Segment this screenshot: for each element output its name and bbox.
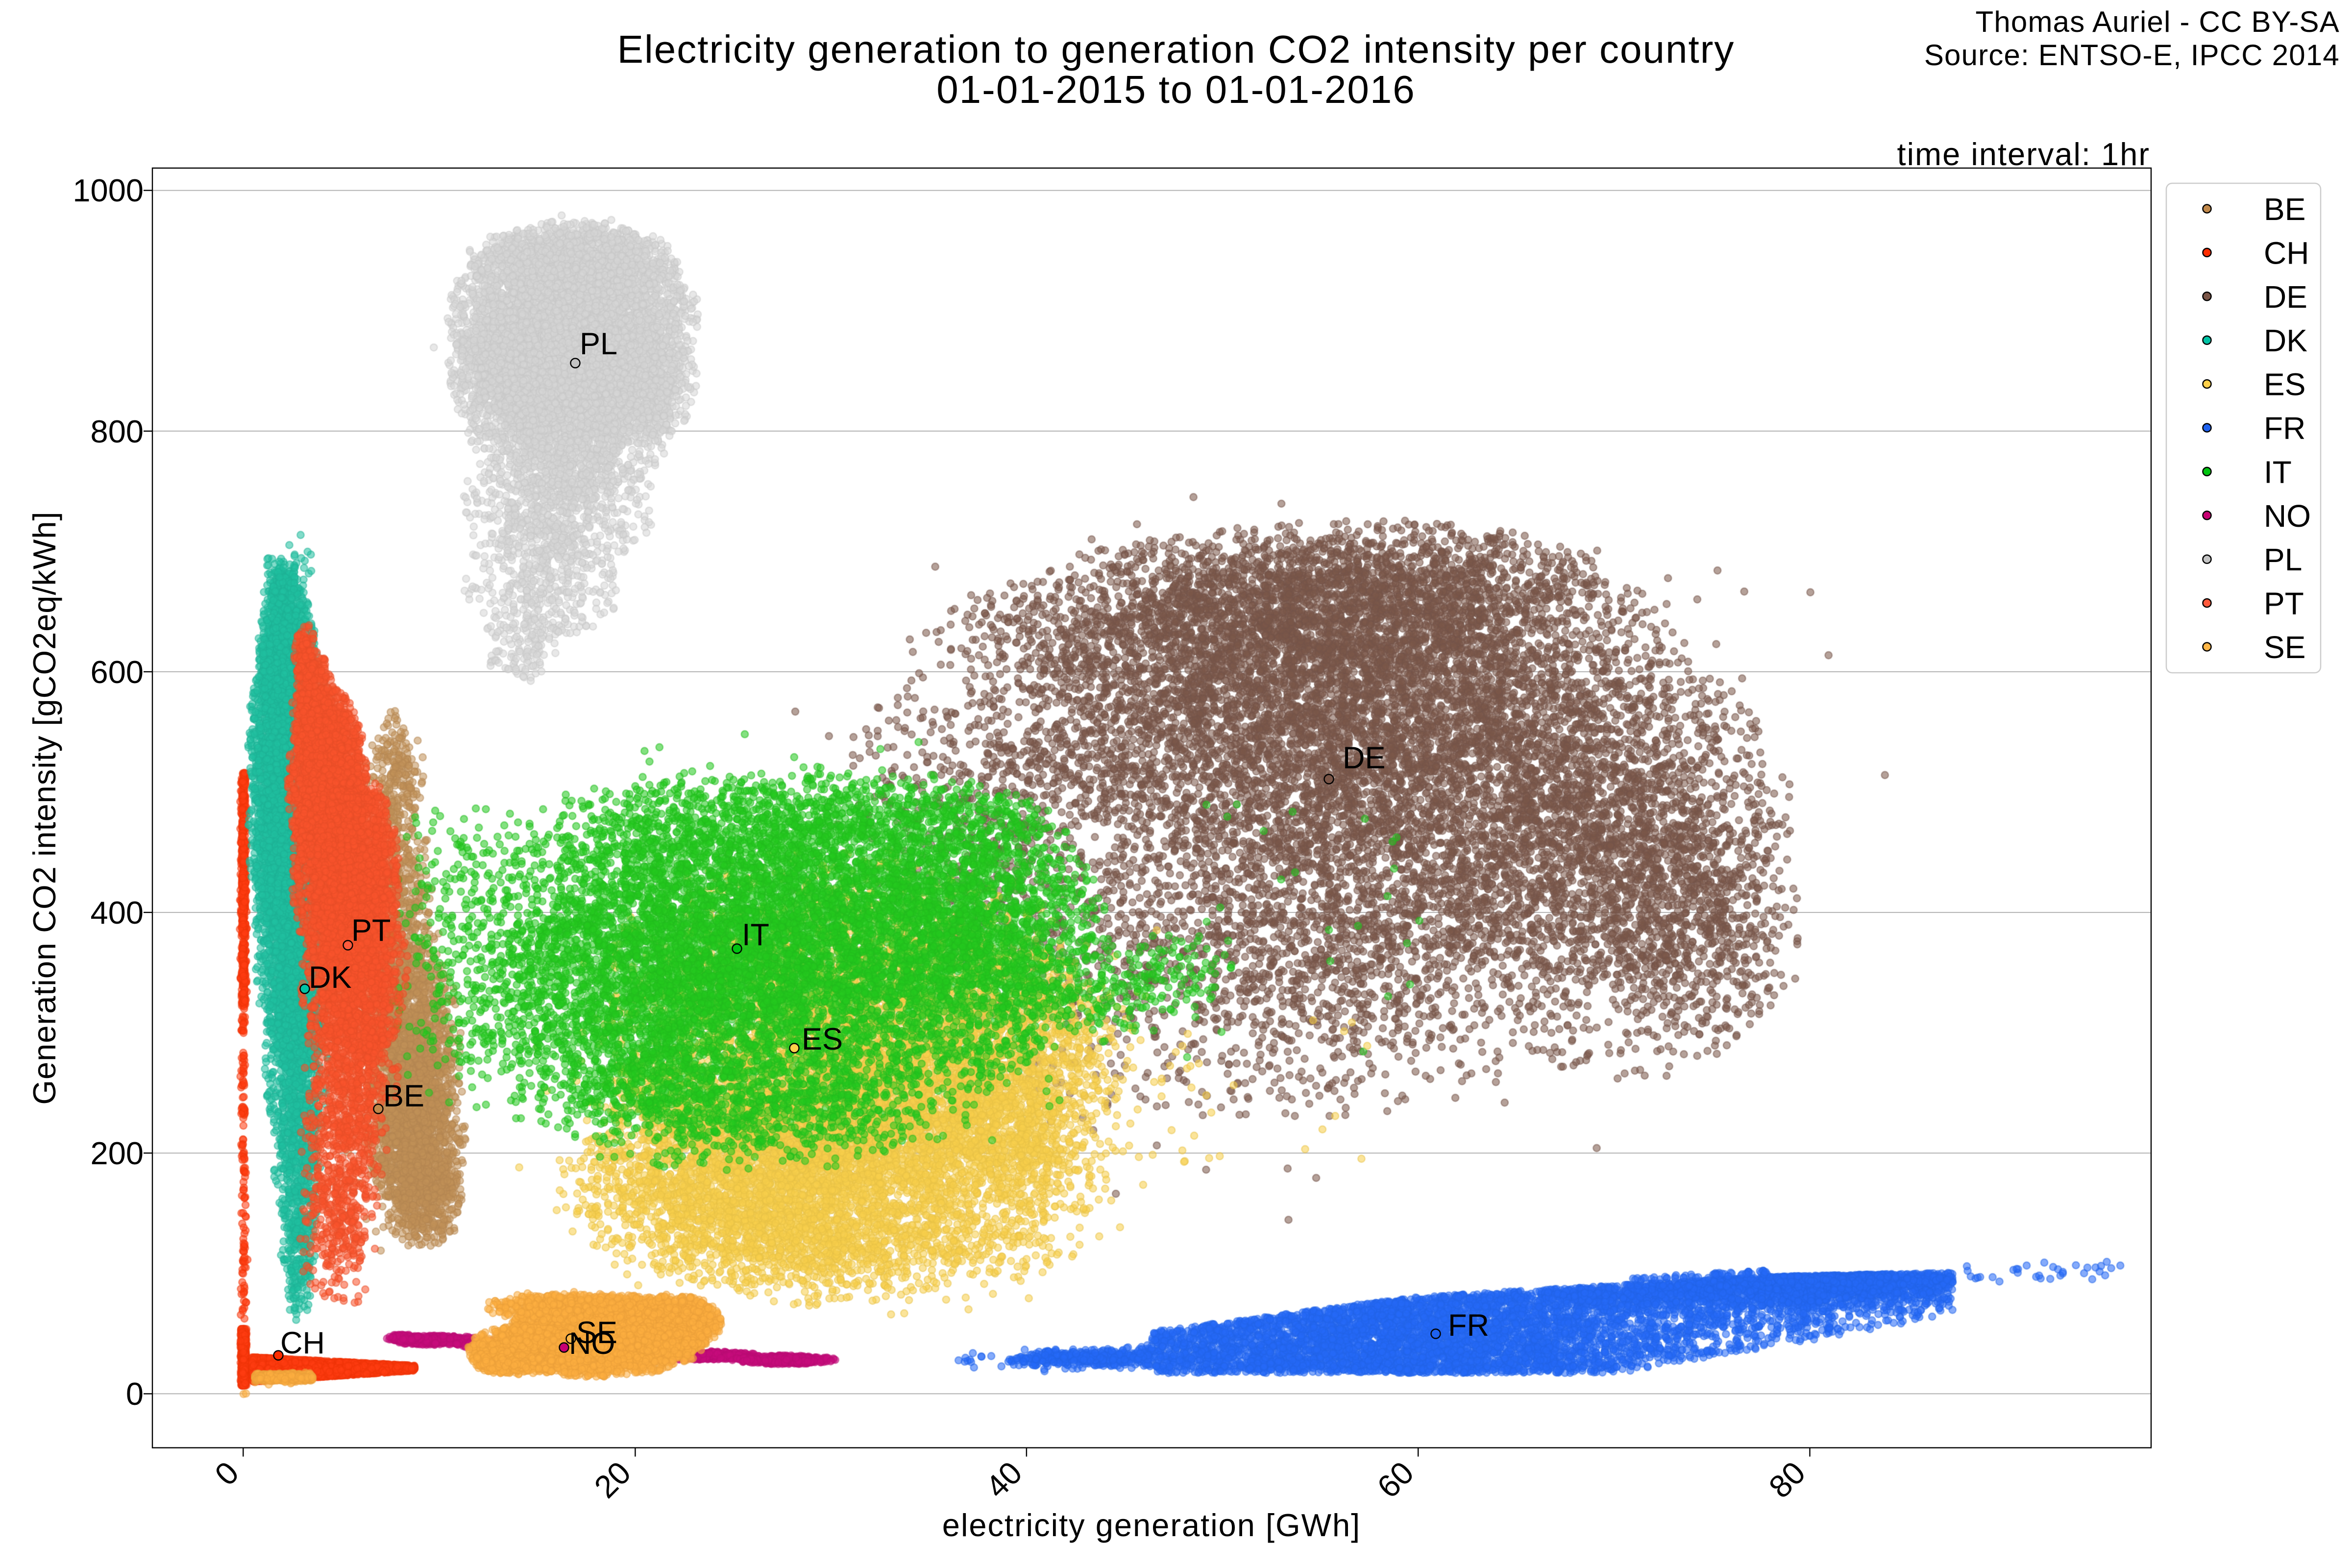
svg-text:800: 800 xyxy=(91,414,144,449)
svg-text:IT: IT xyxy=(742,918,769,952)
svg-text:Electricity generation to gene: Electricity generation to generation CO2… xyxy=(617,27,1735,71)
svg-text:PT: PT xyxy=(351,913,391,948)
svg-text:ES: ES xyxy=(2264,367,2305,402)
svg-text:FR: FR xyxy=(1448,1308,1489,1343)
svg-text:0: 0 xyxy=(208,1454,245,1492)
svg-text:01-01-2015 to 01-01-2016: 01-01-2015 to 01-01-2016 xyxy=(936,68,1416,111)
svg-text:20: 20 xyxy=(588,1454,638,1505)
svg-text:DE: DE xyxy=(2264,279,2307,315)
svg-text:Source: ENTSO-E, IPCC 2014: Source: ENTSO-E, IPCC 2014 xyxy=(1924,39,2340,72)
svg-text:40: 40 xyxy=(979,1454,1029,1505)
svg-text:PT: PT xyxy=(2264,586,2304,621)
svg-text:1000: 1000 xyxy=(73,172,144,208)
svg-text:Thomas Auriel - CC BY-SA: Thomas Auriel - CC BY-SA xyxy=(1976,5,2340,38)
svg-text:Generation CO2 intensity [gCO2: Generation CO2 intensity [gCO2eq/kWh] xyxy=(26,511,62,1104)
svg-text:80: 80 xyxy=(1762,1454,1813,1505)
svg-text:CH: CH xyxy=(280,1326,325,1360)
svg-text:DE: DE xyxy=(1343,741,1386,775)
svg-text:400: 400 xyxy=(91,895,144,931)
svg-text:DK: DK xyxy=(309,960,352,995)
svg-text:IT: IT xyxy=(2264,454,2292,490)
svg-text:PL: PL xyxy=(580,327,617,361)
svg-text:BE: BE xyxy=(2264,192,2305,227)
svg-text:DK: DK xyxy=(2264,323,2307,358)
svg-text:NO: NO xyxy=(2264,498,2311,534)
svg-text:FR: FR xyxy=(2264,411,2305,446)
svg-text:SE: SE xyxy=(576,1316,617,1350)
svg-text:SE: SE xyxy=(2264,630,2305,665)
svg-text:PL: PL xyxy=(2264,542,2302,577)
svg-text:BE: BE xyxy=(383,1079,424,1113)
svg-text:electricity generation [GWh]: electricity generation [GWh] xyxy=(942,1507,1361,1543)
svg-text:200: 200 xyxy=(91,1135,144,1171)
svg-text:NO: NO xyxy=(569,1326,615,1361)
svg-text:time interval: 1hr: time interval: 1hr xyxy=(1897,136,2150,172)
svg-text:60: 60 xyxy=(1370,1454,1421,1505)
svg-text:600: 600 xyxy=(91,654,144,690)
svg-text:ES: ES xyxy=(802,1022,843,1056)
svg-text:0: 0 xyxy=(126,1376,144,1412)
svg-text:CH: CH xyxy=(2264,235,2309,270)
